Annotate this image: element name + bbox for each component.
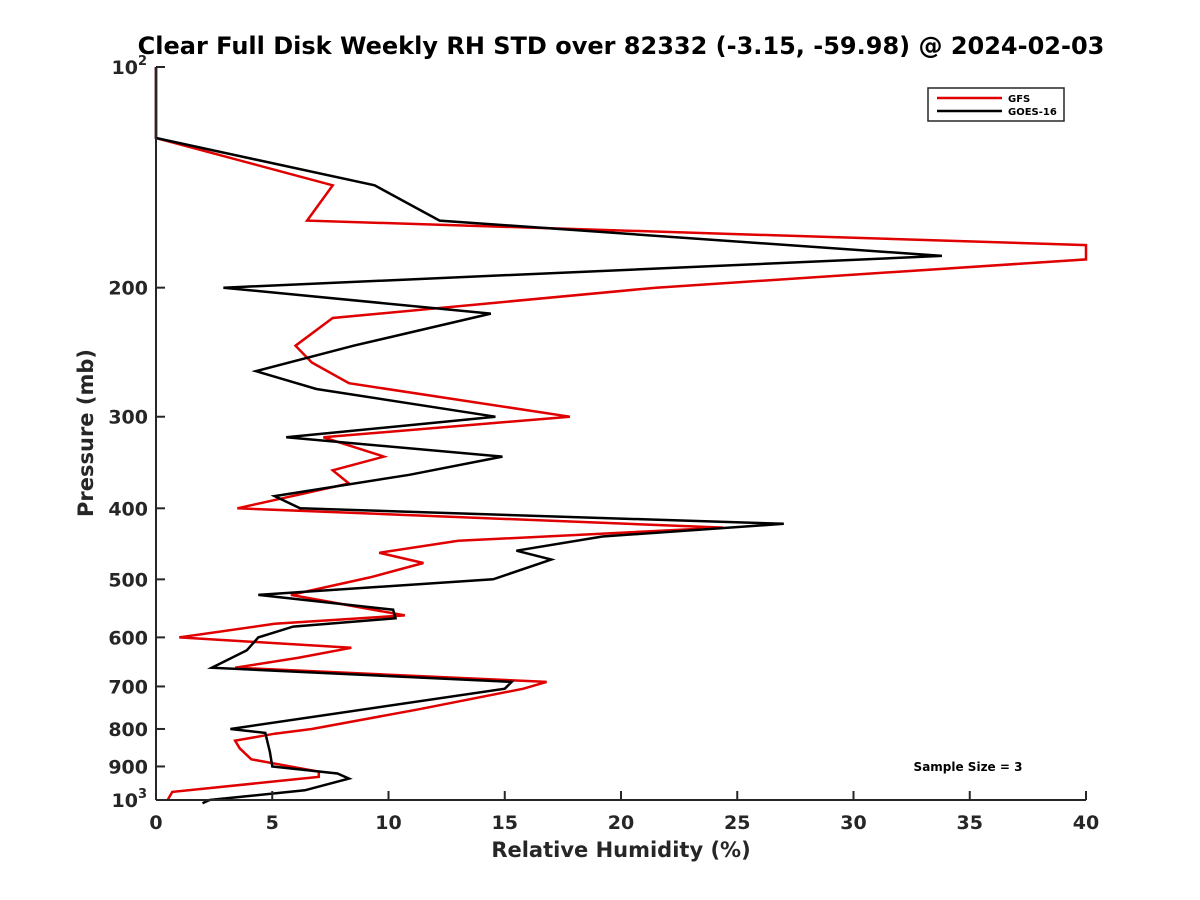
y-axis-label: Pressure (mb)	[74, 349, 98, 517]
series-line-goes-16	[154, 67, 942, 805]
x-tick-label: 0	[149, 812, 162, 834]
x-tick-label: 30	[840, 812, 866, 834]
x-tick-label: 40	[1073, 812, 1099, 834]
axes	[155, 67, 1086, 801]
y-tick-label-power: 102	[112, 54, 148, 79]
y-tick-label: 900	[108, 756, 148, 778]
legend-label: GFS	[1008, 94, 1030, 105]
x-tick-label: 25	[724, 812, 750, 834]
x-axis-label: Relative Humidity (%)	[491, 838, 750, 862]
series-line-gfs	[154, 67, 1088, 801]
y-tick-label: 200	[108, 278, 148, 300]
plot-lines	[154, 67, 1088, 805]
y-tick-label: 600	[108, 627, 148, 649]
x-tick-label: 35	[957, 812, 983, 834]
y-tick-label: 300	[108, 407, 148, 429]
x-tick-label: 15	[492, 812, 518, 834]
x-tick-label: 10	[375, 812, 401, 834]
legend-label: GOES-16	[1008, 107, 1057, 118]
ticks: 0 5 10 15 20 25 30 35 40 200 300 400 500 600 700 800 900…	[108, 54, 1099, 834]
chart-title: Clear Full Disk Weekly RH STD over 82332…	[138, 32, 1105, 60]
y-tick-label: 400	[108, 498, 148, 520]
legend-box	[927, 87, 1065, 122]
sample-size-annotation: Sample Size = 3	[914, 760, 1023, 774]
y-tick-label: 700	[108, 676, 148, 698]
y-tick-label-power: 103	[112, 787, 148, 812]
y-tick-label: 800	[108, 719, 148, 741]
x-tick-label: 5	[266, 812, 279, 834]
x-tick-label: 20	[608, 812, 634, 834]
legend: GFS GOES-16	[927, 87, 1065, 122]
y-tick-label: 500	[108, 569, 148, 591]
